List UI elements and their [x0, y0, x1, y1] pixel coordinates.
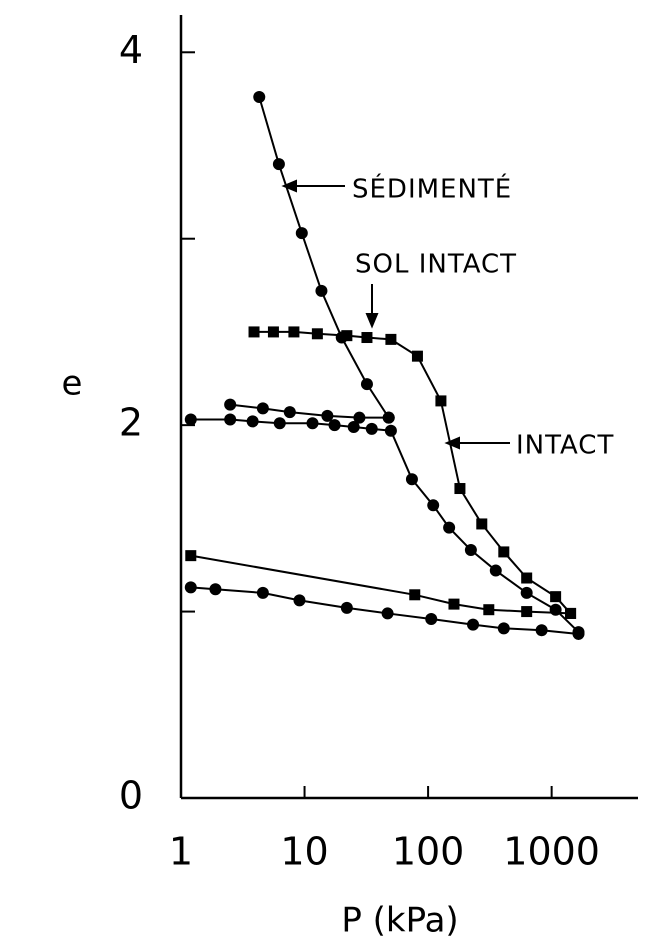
marker-square: [454, 483, 466, 495]
marker-square: [498, 546, 510, 558]
marker-circle: [360, 378, 373, 391]
marker-square: [267, 326, 279, 338]
marker-circle: [224, 398, 237, 411]
marker-square: [385, 333, 397, 345]
marker-circle: [427, 499, 440, 512]
y-tick-label: 2: [119, 401, 143, 445]
marker-square: [311, 328, 323, 340]
marker-square: [550, 591, 562, 603]
x-tick-label: 100: [392, 830, 465, 874]
marker-square: [409, 589, 421, 601]
marker-circle: [272, 158, 285, 171]
marker-circle: [328, 419, 341, 432]
marker-circle: [353, 411, 366, 424]
marker-circle: [273, 417, 286, 430]
marker-circle: [315, 284, 328, 297]
y-tick-label: 4: [119, 28, 143, 72]
marker-circle: [283, 406, 296, 419]
marker-circle: [224, 413, 237, 426]
marker-circle: [384, 424, 397, 437]
marker-square: [448, 598, 460, 610]
marker-circle: [535, 624, 548, 637]
y-axis-label: e: [62, 364, 83, 404]
marker-square: [435, 395, 447, 407]
marker-circle: [306, 417, 319, 430]
marker-circle: [253, 91, 266, 104]
annotation: INTACT: [516, 431, 614, 461]
annotation-arrows: [281, 179, 510, 450]
marker-circle: [209, 583, 222, 596]
marker-circle: [497, 622, 510, 635]
arrowhead: [281, 179, 297, 193]
arrowhead: [444, 436, 460, 450]
marker-square: [341, 330, 353, 342]
x-tick-label: 1: [169, 830, 193, 874]
marker-square: [476, 518, 488, 530]
marker-square: [185, 550, 197, 562]
y-tick-label: 0: [119, 774, 143, 818]
arrowhead: [365, 313, 379, 329]
marker-circle: [425, 613, 438, 626]
marker-square: [521, 606, 533, 618]
marker-circle: [443, 521, 456, 534]
series-line: [190, 554, 571, 615]
marker-circle: [467, 618, 480, 631]
marker-circle: [382, 411, 395, 424]
marker-circle: [347, 421, 360, 434]
marker-square: [288, 326, 300, 338]
marker-circle: [365, 422, 378, 435]
marker-square: [361, 332, 373, 344]
marker-circle: [489, 564, 502, 577]
marker-circle: [381, 607, 394, 620]
series-line: [254, 330, 572, 615]
marker-square: [411, 350, 423, 362]
marker-circle: [405, 473, 418, 486]
x-tick-label: 10: [280, 830, 328, 874]
marker-circle: [295, 227, 308, 240]
marker-circle: [572, 627, 585, 640]
annotation: SÉDIMENTÉ: [352, 173, 512, 205]
x-axis-label: P (kPa): [341, 901, 458, 941]
annotation: SOL INTACT: [355, 250, 517, 280]
marker-circle: [184, 413, 197, 426]
marker-circle: [321, 409, 334, 422]
x-tick-label: 1000: [503, 830, 600, 874]
marker-circle: [340, 601, 353, 614]
marker-square: [521, 572, 533, 584]
marker-circle: [256, 586, 269, 599]
marker-square: [483, 604, 495, 616]
marker-circle: [293, 594, 306, 607]
marker-circle: [184, 581, 197, 594]
marker-circle: [256, 402, 269, 415]
marker-square: [248, 326, 260, 338]
marker-circle: [464, 544, 477, 557]
marker-square: [565, 607, 577, 619]
marker-circle: [246, 415, 259, 428]
marker-circle: [520, 586, 533, 599]
